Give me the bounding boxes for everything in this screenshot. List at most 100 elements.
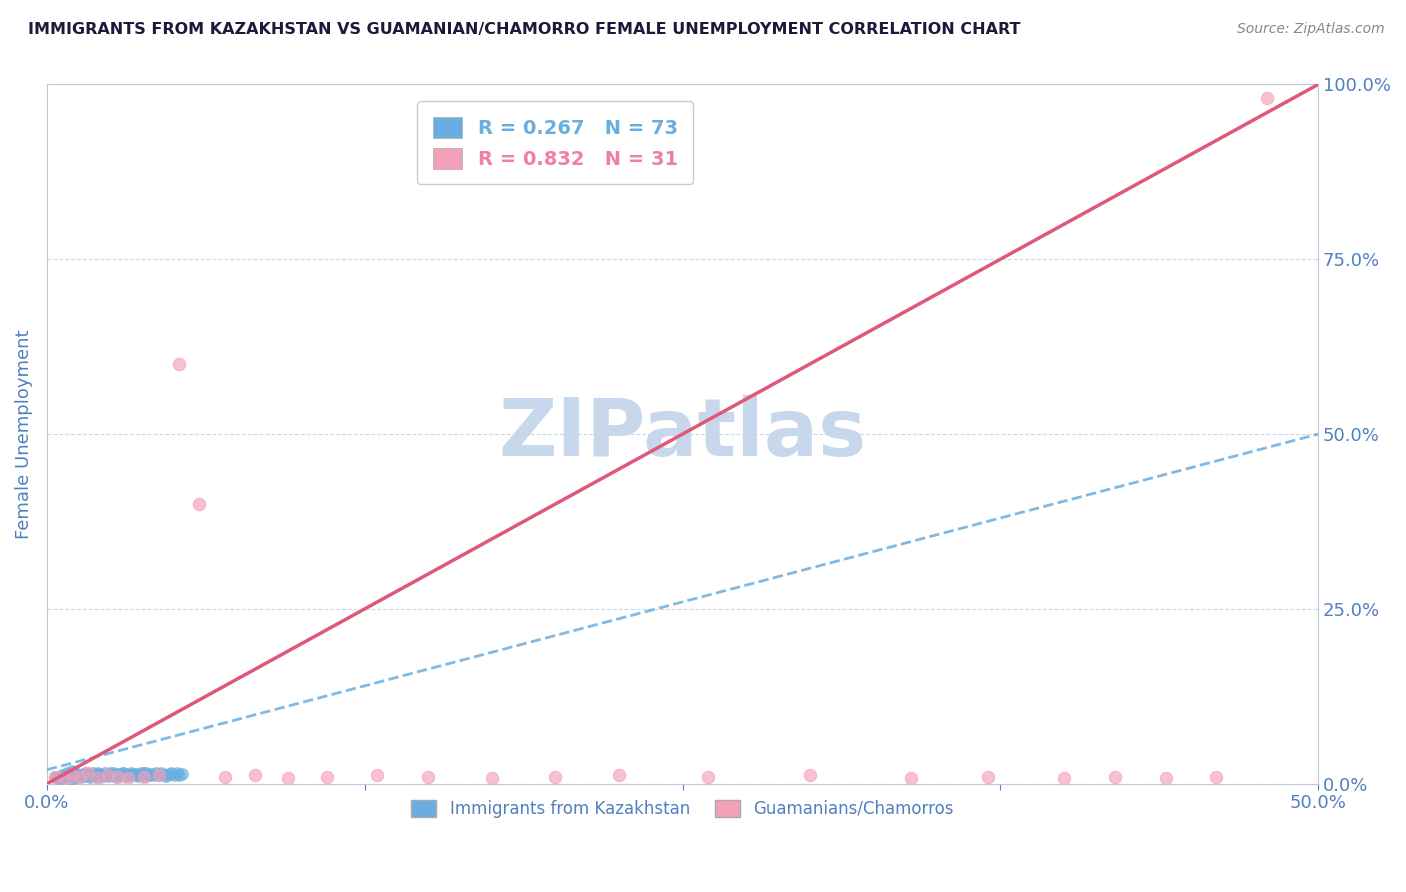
Point <box>94 765 117 780</box>
Point <box>51 770 73 784</box>
Point <box>138 767 160 781</box>
Point <box>117 771 139 785</box>
Point <box>100 766 122 780</box>
Point <box>481 771 503 785</box>
Point <box>132 766 155 780</box>
Point <box>48 771 70 785</box>
Point <box>900 771 922 785</box>
Point <box>1256 91 1278 105</box>
Point <box>245 768 267 782</box>
Point <box>87 771 110 785</box>
Point <box>155 769 177 783</box>
Point <box>72 769 94 783</box>
Text: IMMIGRANTS FROM KAZAKHSTAN VS GUAMANIAN/CHAMORRO FEMALE UNEMPLOYMENT CORRELATION: IMMIGRANTS FROM KAZAKHSTAN VS GUAMANIAN/… <box>28 22 1021 37</box>
Point <box>73 769 96 783</box>
Point <box>87 767 110 781</box>
Point <box>46 771 69 785</box>
Point <box>315 770 337 784</box>
Point <box>73 765 96 780</box>
Point <box>122 768 145 782</box>
Point <box>66 767 89 781</box>
Point <box>59 769 82 783</box>
Point <box>160 765 183 780</box>
Point <box>56 768 79 782</box>
Point <box>51 768 73 782</box>
Point <box>60 766 83 780</box>
Point <box>82 766 104 780</box>
Point <box>697 770 720 784</box>
Point <box>53 771 76 785</box>
Text: Source: ZipAtlas.com: Source: ZipAtlas.com <box>1237 22 1385 37</box>
Point <box>117 768 139 782</box>
Point <box>122 767 145 781</box>
Point <box>56 766 79 780</box>
Point <box>127 769 149 783</box>
Point <box>87 771 110 785</box>
Point <box>107 767 129 781</box>
Point <box>101 766 124 780</box>
Point <box>125 767 148 781</box>
Point <box>91 767 114 781</box>
Point <box>104 770 127 784</box>
Point <box>107 770 129 784</box>
Point <box>163 767 186 781</box>
Text: ZIPatlas: ZIPatlas <box>498 395 866 473</box>
Point <box>157 767 180 781</box>
Point <box>214 770 236 784</box>
Point <box>188 497 211 511</box>
Point <box>97 769 120 783</box>
Point <box>76 766 98 780</box>
Point <box>120 766 142 780</box>
Point <box>139 767 162 781</box>
Point <box>132 769 155 783</box>
Point <box>110 768 132 782</box>
Point <box>166 766 188 780</box>
Point <box>44 770 66 784</box>
Point <box>112 765 135 780</box>
Point <box>150 766 173 780</box>
Point <box>97 768 120 782</box>
Point <box>107 767 129 781</box>
Point <box>167 768 190 782</box>
Point <box>69 771 91 785</box>
Point <box>277 771 299 785</box>
Point <box>72 768 94 782</box>
Point <box>97 768 120 782</box>
Point <box>87 765 110 780</box>
Point <box>114 767 136 781</box>
Point <box>101 767 124 781</box>
Point <box>1154 771 1177 785</box>
Point <box>60 768 83 782</box>
Point <box>82 768 104 782</box>
Point <box>167 357 190 371</box>
Point <box>607 768 630 782</box>
Point <box>66 767 89 781</box>
Point <box>366 768 388 782</box>
Point <box>148 768 170 782</box>
Point <box>127 767 149 781</box>
Point <box>148 768 170 782</box>
Point <box>117 769 139 783</box>
Point <box>1053 771 1076 785</box>
Point <box>60 772 83 786</box>
Legend: Immigrants from Kazakhstan, Guamanians/Chamorros: Immigrants from Kazakhstan, Guamanians/C… <box>405 793 960 824</box>
Point <box>60 764 83 779</box>
Y-axis label: Female Unemployment: Female Unemployment <box>15 329 32 539</box>
Point <box>799 768 821 782</box>
Point <box>1104 770 1126 784</box>
Point <box>129 765 152 780</box>
Point <box>60 767 83 781</box>
Point <box>84 768 107 782</box>
Point <box>76 767 98 781</box>
Point <box>53 771 76 785</box>
Point <box>91 769 114 783</box>
Point <box>76 767 98 781</box>
Point <box>138 768 160 782</box>
Point <box>544 770 567 784</box>
Point <box>79 770 101 784</box>
Point <box>44 770 66 784</box>
Point <box>145 765 167 780</box>
Point <box>89 767 111 781</box>
Point <box>418 770 440 784</box>
Point <box>976 770 998 784</box>
